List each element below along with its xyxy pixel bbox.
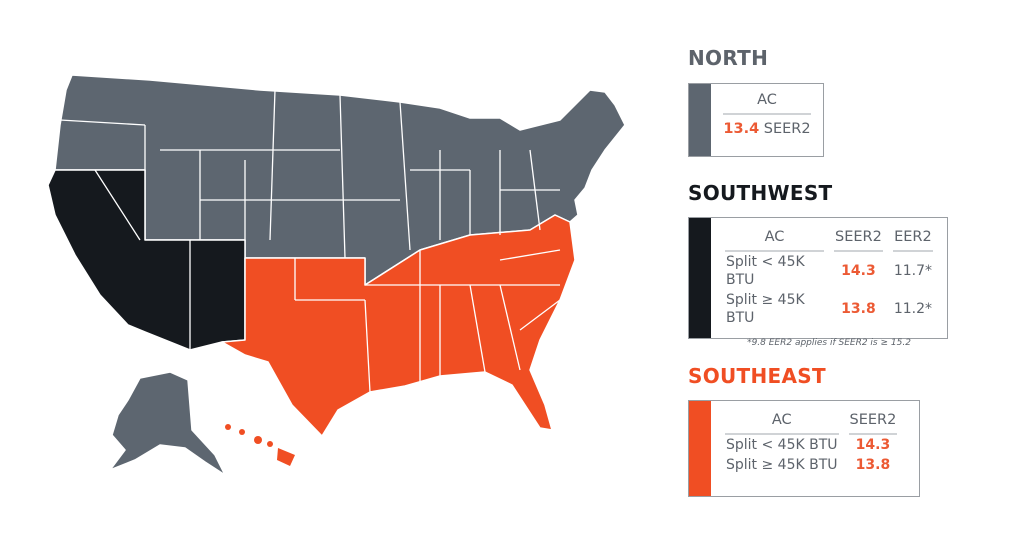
col-seer2: SEER2 — [834, 228, 883, 252]
north-title: NORTH — [688, 46, 769, 70]
table-row: Split < 45K BTU 14.3 — [725, 435, 897, 455]
eer2-value: 11.7* — [893, 263, 932, 279]
row-label: Split < 45K BTU — [726, 437, 838, 453]
alaska — [109, 371, 226, 476]
col-eer2: EER2 — [892, 228, 933, 252]
region-southwest — [47, 169, 246, 351]
southeast-card: AC SEER2 Split < 45K BTU 14.3 Split ≥ 45K … — [688, 400, 920, 497]
southwest-table: AC SEER2 EER2 Split < 45K BTU 14.3 11.7* Spl… — [715, 228, 943, 328]
north-unit: SEER2 — [763, 121, 811, 137]
eer2-value: 11.2* — [893, 301, 932, 317]
seer2-value: 14.3 — [841, 263, 876, 279]
table-row: Split < 45K BTU 14.3 11.7* — [725, 252, 933, 290]
col-seer2: SEER2 — [848, 411, 898, 435]
southeast-table: AC SEER2 Split < 45K BTU 14.3 Split ≥ 45K … — [715, 411, 907, 475]
table-row: Split ≥ 45K BTU 13.8 — [725, 455, 897, 475]
southwest-color-bar — [689, 218, 711, 338]
hawaii — [225, 424, 295, 466]
seer2-value: 13.8 — [855, 457, 891, 473]
row-label: Split ≥ 45K BTU — [726, 292, 805, 326]
row-label: Split ≥ 45K BTU — [726, 457, 838, 473]
north-card: AC 13.4 SEER2 — [688, 83, 824, 157]
state-borders — [59, 89, 561, 393]
table-row: Split ≥ 45K BTU 13.8 11.2* — [725, 290, 933, 328]
seer2-value: 13.8 — [841, 301, 876, 317]
row-label: Split < 45K BTU — [726, 254, 805, 288]
col-ac: AC — [725, 228, 824, 252]
southwest-card: AC SEER2 EER2 Split < 45K BTU 14.3 11.7* Spl… — [688, 217, 948, 348]
southeast-color-bar — [689, 401, 711, 496]
us-region-map — [47, 74, 626, 476]
southeast-title: SOUTHEAST — [688, 364, 826, 388]
north-ac-header: AC — [723, 92, 811, 115]
north-seer2-value: 13.4 — [723, 121, 760, 137]
north-color-bar — [689, 84, 711, 156]
southwest-title: SOUTHWEST — [688, 181, 833, 205]
col-ac: AC — [725, 411, 839, 435]
region-southeast — [221, 214, 576, 437]
southwest-footnote: *9.8 EER2 applies if SEER2 is ≥ 15.2 — [747, 338, 911, 348]
seer2-value: 14.3 — [855, 437, 891, 453]
